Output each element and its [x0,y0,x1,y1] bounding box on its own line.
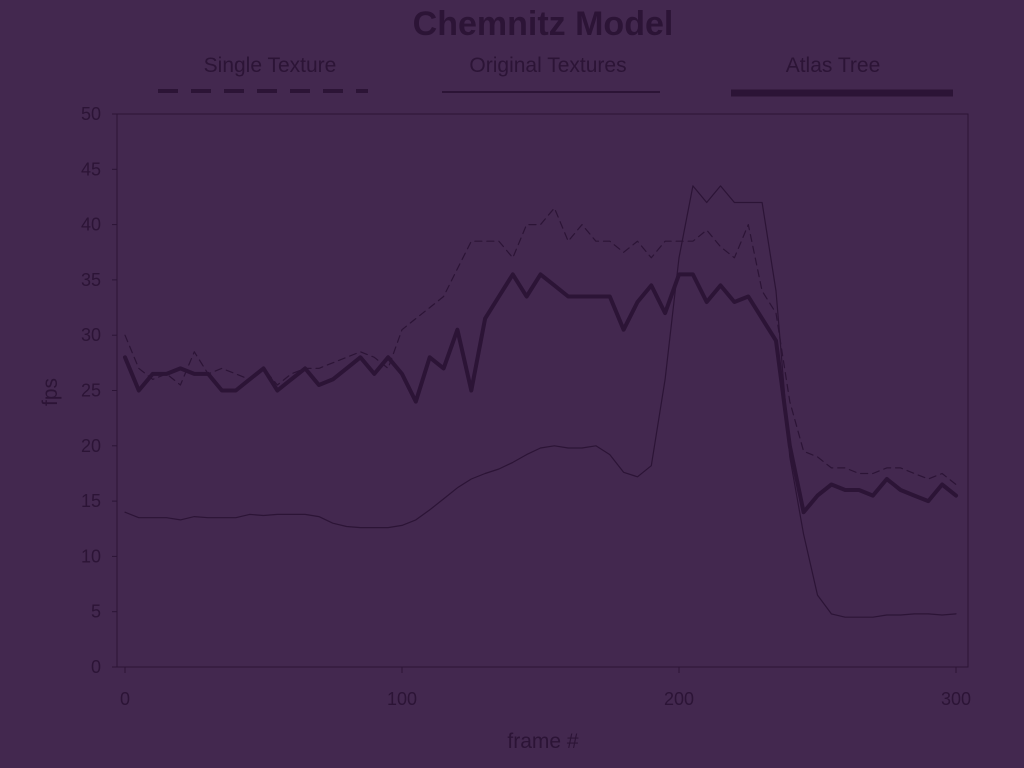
legend-label-single-texture: Single Texture [204,54,337,77]
series-line-original-textures [124,185,957,618]
legend-label-atlas-tree: Atlas Tree [786,54,881,77]
series-layer [123,185,958,618]
y-tick-label: 30 [81,325,101,345]
y-tick-label: 20 [81,436,101,456]
y-axis-label: fps [39,378,62,406]
x-tick-label: 300 [941,689,971,709]
y-axis: 0 5 10 15 20 25 30 35 40 45 50 [81,104,117,677]
x-axis: 0 100 200 300 [120,667,971,709]
y-tick-label: 40 [81,215,101,235]
x-tick-label: 100 [387,689,417,709]
y-tick-label: 0 [91,657,101,677]
y-tick-label: 25 [81,381,101,401]
x-tick-label: 200 [664,689,694,709]
series-line-atlas-tree [123,272,958,515]
series-line-single-texture [124,207,957,486]
y-tick-label: 5 [91,602,101,622]
chart-title: Chemnitz Model [413,5,674,43]
legend: Single Texture Original Textures Atlas T… [158,54,953,97]
y-tick-label: 35 [81,270,101,290]
x-tick-label: 0 [120,689,130,709]
plot-area-frame [116,113,969,668]
y-tick-label: 50 [81,104,101,124]
y-tick-label: 15 [81,491,101,511]
x-axis-label: frame # [507,730,579,753]
y-tick-label: 45 [81,159,101,179]
legend-label-original-textures: Original Textures [469,54,626,77]
y-tick-label: 10 [81,546,101,566]
